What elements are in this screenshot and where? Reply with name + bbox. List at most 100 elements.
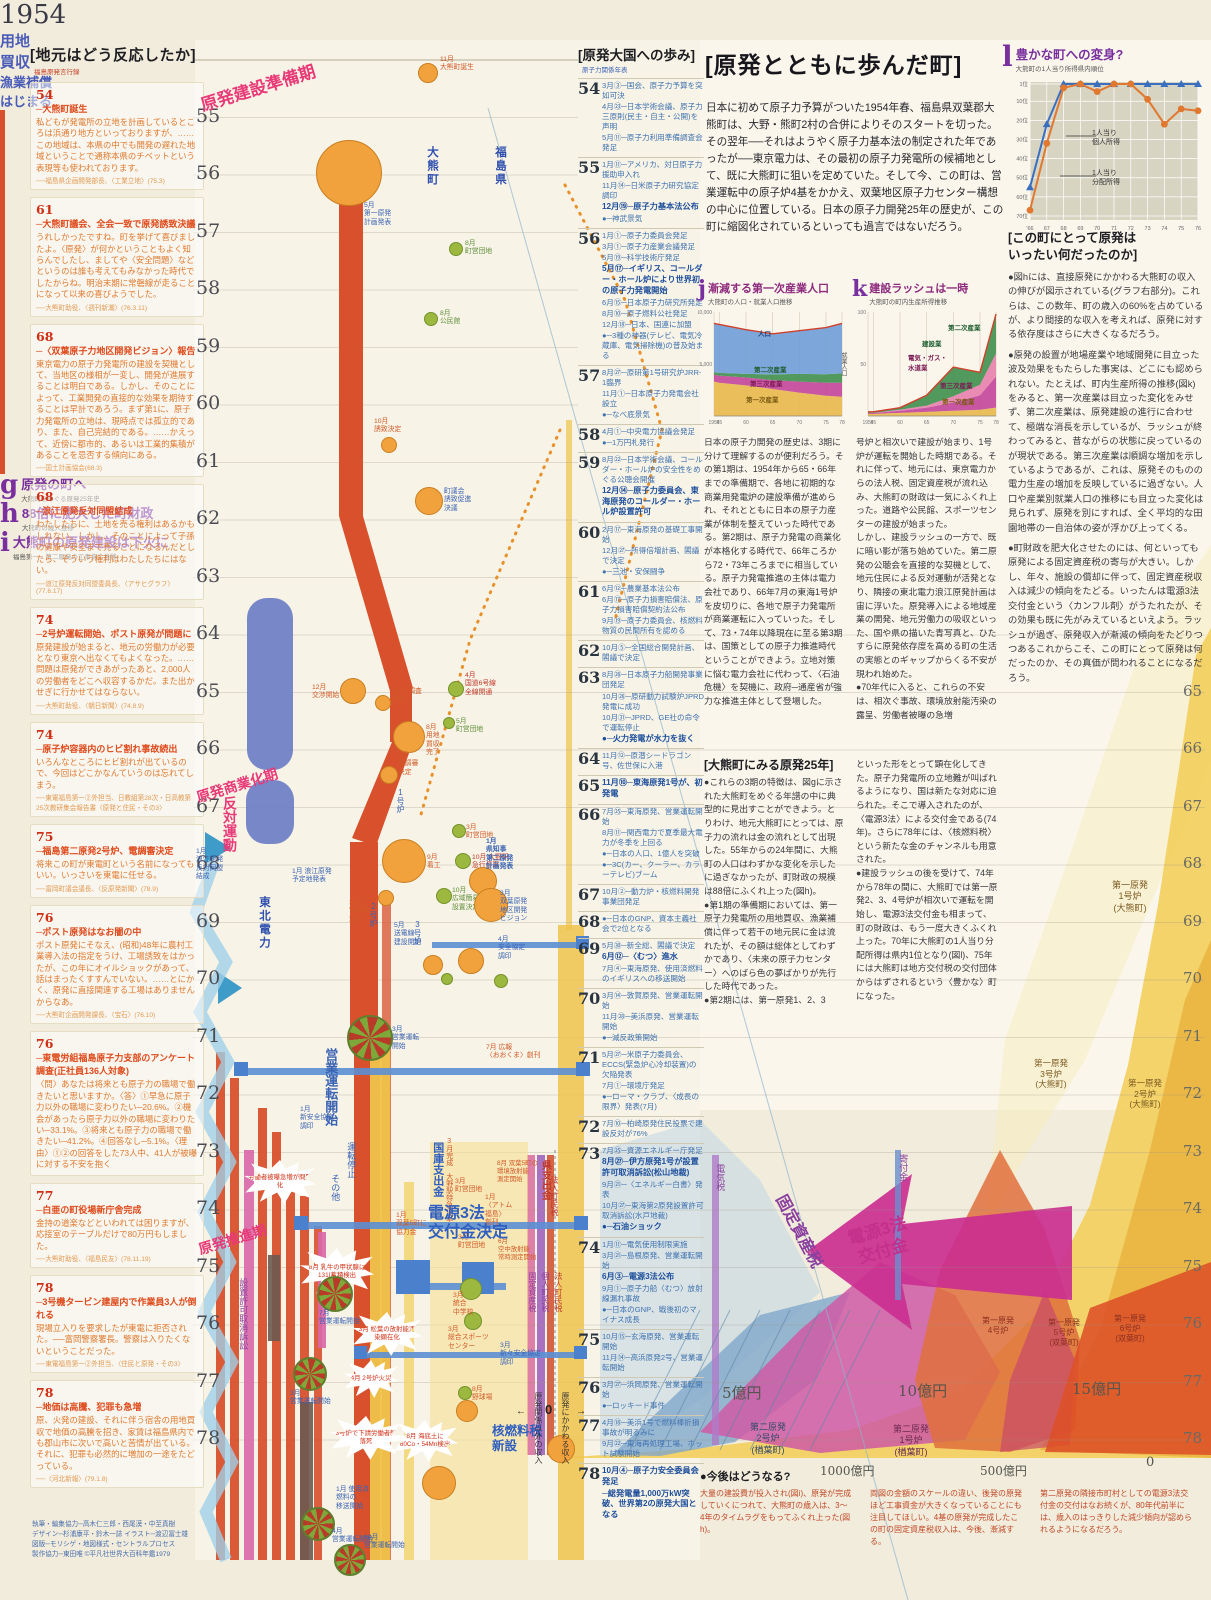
chronology-item: 2月⑰─東海原発の基礎工事開始 — [602, 525, 703, 545]
chronology-year: 68 — [578, 912, 601, 932]
area-chart-header: k 建設ラッシュは一時 大熊町の町内生産所得推移 — [852, 278, 968, 306]
edge-tick — [0, 214, 5, 240]
layer-label: 第二次産業 — [948, 325, 981, 332]
event-label: 12月 電調審 決定 — [349, 899, 370, 923]
section-letter: i — [0, 528, 10, 558]
quote-heading-text: ─大熊町誕生 — [36, 104, 88, 114]
event-label: 1月 県知事 第二原発 計画発表 — [486, 838, 514, 871]
chronology-year: 56 — [578, 229, 601, 249]
chronology-row: 78 10月④─原子力安全委員会発足 ─総発電量1,000万kW突破、世界第2の原発… — [578, 1463, 704, 1525]
chronology-item: ●─神武景気 — [602, 214, 643, 223]
area-chart-k: k 建設ラッシュは一時 大熊町の町内生産所得推移 100 50 1954 55 60 65 70 7… — [852, 278, 1002, 436]
x-tick: 75 — [1178, 226, 1184, 232]
quote-heading-text: ─白亜の町役場新庁舎完成 — [36, 1204, 142, 1215]
edge-tick — [0, 370, 5, 396]
chronology-items: 10月⑮─玄海原発、営業運転開始 11月⑭─高浜原発2号、営業運転開始 — [602, 1332, 704, 1374]
x-tick: 72 — [1128, 226, 1134, 232]
chronology-item: ●─なべ底景気 — [602, 409, 650, 419]
chronology-row: 58 4月①─中央電力協議会発足 ●─1万円札発行 — [578, 423, 704, 452]
chronology-item: 4月㉓─日本学術会議、原子力三原則(民主・自主・公開)を声明 — [602, 102, 703, 132]
chronology-item: 7月㉕─資源エネルギー庁発足 — [602, 1146, 703, 1156]
chronology-year: 71 — [578, 1048, 601, 1068]
event-label: 1月 新安全協定 調印 — [300, 1106, 334, 1130]
section-letter: g — [0, 470, 19, 500]
blob-label: 用地 買収 — [0, 33, 31, 71]
big-chart-label: 寄付金 — [898, 1154, 909, 1181]
quote-source: ──〈河北新報〉(79.1.8) — [36, 1476, 108, 1484]
quote-heading-text: ─原子炉容器内のヒビ割れ事故続出 — [36, 743, 178, 754]
rank-chart-title: 豊かな町への変身? — [1015, 48, 1124, 62]
credits-block: 執筆・編集協力─高木仁三郎・西尾漠・中至真樹 デザイン─杉浦康平・鈴木一誌 イラス… — [32, 1520, 232, 1560]
chronology-item: 10月⑤─全国総合開発計画、閣議で決定 — [602, 643, 700, 663]
edge-tick — [0, 136, 5, 162]
event-marker — [380, 766, 398, 784]
event-marker — [458, 1386, 472, 1400]
event-label: 1月 使用済 燃料の 移送開始 — [336, 1486, 369, 1510]
area-chart-sub: 大熊町の町内生産所得推移 — [869, 299, 948, 306]
big-chart-label: 原発関係以外の収入 — [534, 1392, 543, 1464]
hatch-line — [749, 1309, 821, 1451]
chronology-row: 70 3月⑭─敦賀原発、営業運転開始 11月㉘─美浜原発、営業運転開始 ●─減反政策開… — [578, 988, 704, 1047]
land-purchase-blob-1 — [246, 780, 294, 844]
quote-source: ──東電福島第一②外担当、日教組第28次・日高教第25次教研集会報告書〈原発と住… — [36, 794, 192, 812]
revenue-strip-0 — [527, 1155, 535, 1455]
y-tick: 20位 — [1016, 116, 1028, 124]
flow-rect-12 — [314, 1226, 322, 1560]
chronology-row: 57 8月㉗─原研第1号研究炉JRR-1臨界 11月①─日本原子力発電会社設立 ●─な… — [578, 364, 704, 424]
event-label: 8月 公民館 — [440, 310, 461, 326]
chronology-item: 12月⑭─原子力委員会、東海原発のコールダー・ホール炉設置許可 — [602, 485, 701, 517]
chronology-items: 10月⑤─全国総合開発計画、閣議で決定 — [602, 643, 704, 664]
quote-year: 74 — [36, 726, 54, 742]
event-label: 1月 浪江原発 予定地発表 — [292, 868, 332, 884]
year-label: 67 — [196, 794, 221, 817]
xlabel: 1954 — [862, 420, 873, 426]
chronology-year: 77 — [578, 1415, 601, 1435]
layer-電気・ガス・水道業 — [868, 353, 996, 413]
local-reaction-panel: [地元はどう反応したか] 福島原発言行録 54 ─大熊町誕生 私どもが発電所の立地を… — [30, 44, 204, 1510]
lane-label: 東北電力 — [258, 896, 270, 950]
flow-rect-24 — [432, 942, 580, 948]
x-tick: 76 — [1195, 226, 1201, 232]
chronology-item: 10月④─原子力安全委員会発足 — [602, 1466, 699, 1486]
right-paragraph: ●町財政を肥大化させたのには、何といっても原発による固定資産税の寄与が大きい。し… — [1008, 543, 1203, 683]
quote-heading: 74 ─原子炉容器内のヒビ割れ事故続出 — [36, 727, 198, 755]
layer-label: 第三次産業 — [750, 381, 783, 388]
chronology-items: 5月㉚─新全総、閣議で決定 6月⑫─〈むつ〉進水 7月④─東海原発、使用済燃料のイギ… — [602, 941, 704, 985]
layer-label: 電気・ガス・ 水道業 — [908, 355, 947, 372]
event-label: 1月 双葉5町に 協力金 — [396, 1212, 427, 1236]
rank-chart: l 豊かな町への変身? 大熊町の1人当り所得県内順位 1位 10位 20位 30位 40位 50… — [1000, 43, 1206, 244]
revenue-strip-1 — [537, 1155, 545, 1455]
event-label: 町議会 誘致促進 決議 — [444, 488, 472, 512]
quote-heading: 74 ─2号炉運転開始、ポスト原発が問題に — [36, 612, 198, 640]
chronology-items: 3月③─国会、原子力予算を突如可決 4月㉓─日本学術会議、原子力三原則(民主・自主… — [602, 81, 704, 154]
quote-source: ──富岡町議会議長、〈反原発新聞〉(78.9) — [36, 885, 159, 893]
chronology-item: 11月⑩─東海原発1号が、初発電 — [602, 778, 703, 799]
right-paragraph: ●原発の設置が地場産業や地域開発に目立った波及効果をもたらした事実は、どこにも認… — [1008, 349, 1204, 533]
chronology-item: 11月①─日本原子力発電会社設立 — [602, 388, 699, 408]
year-label: 72 — [196, 1082, 221, 1104]
credit-line: デザイン─杉浦康平・鈴木一誌 イラスト─渡辺冨士雄 — [32, 1530, 189, 1538]
event-label: 5月 第一原発 計画発表 — [364, 202, 392, 226]
reactor-start-pinwheel — [334, 1544, 366, 1576]
year-label: 66 — [196, 737, 221, 759]
quote-source: ──福島県企画開発部長、〈工業立地〉(75.3) — [36, 178, 165, 186]
total-line — [868, 313, 997, 413]
year-label-right: 70 — [1183, 969, 1203, 987]
big-chart-label: 第二原発 1号炉 (楢葉町) — [893, 1424, 930, 1457]
big-chart-label: 第二原発 2号炉 (楢葉町) — [750, 1422, 787, 1455]
chronology-items: 8月㉒─日本学術会議、コールダー・ホール炉の安全性をめぐる公聴会開催 12月⑭─原… — [602, 455, 704, 520]
chronology-year: 61 — [578, 582, 601, 602]
event-marker — [381, 437, 397, 453]
year-label-right: 74 — [1183, 1199, 1203, 1217]
bottom-note: 第二原発の隣接市町村としての電源3法交付金の交付はなお続くが、80年代前半には、… — [1040, 1489, 1192, 1534]
year-label-right: 68 — [1183, 854, 1203, 872]
chronology-item: 9月⑲─原子力委員会、核燃料物質の民間所有を認める — [602, 616, 703, 636]
bold-finance-label: 核燃料税 新設 — [492, 1424, 543, 1453]
event-label: 国庫支出金 — [431, 1142, 444, 1197]
chronology-item: 9月㉑─〈エネルギー白書〉発表 — [602, 1180, 703, 1200]
hatch-line — [809, 1309, 881, 1451]
chronology-row: 56 1月①─原子力委員会発足 3月①─原子力産業会議発足 5月⑲─科学技術庁発足 5月… — [578, 228, 704, 365]
quote-year: 75 — [36, 828, 54, 844]
marker-circle — [1093, 88, 1101, 96]
flow-rect-23 — [360, 1352, 582, 1358]
